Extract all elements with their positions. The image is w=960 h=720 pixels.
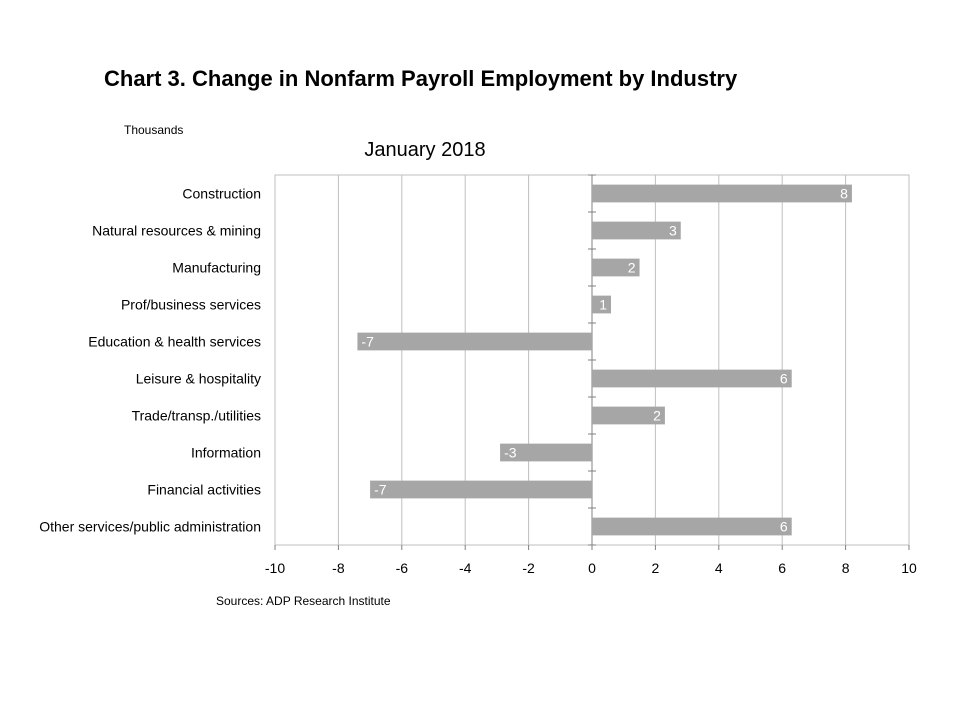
data-label: 8 [840,186,848,202]
bar [592,221,681,240]
x-tick-label: -4 [459,560,472,576]
category-label: Education & health services [88,334,261,350]
bar [592,295,612,314]
category-label: Construction [182,186,261,202]
x-tick-label: -6 [396,560,409,576]
x-tick-label: 0 [588,560,596,576]
chart-subtitle: January 2018 [364,139,485,161]
category-label: Manufacturing [172,260,261,276]
data-label: -3 [504,445,517,461]
data-label: 2 [653,408,661,424]
category-label: Prof/business services [121,297,261,313]
bar [592,258,640,277]
data-label: 6 [780,519,788,535]
bar [592,184,852,203]
bar [592,406,665,425]
chart-title: Chart 3. Change in Nonfarm Payroll Emplo… [104,66,738,91]
x-tick-label: 4 [715,560,723,576]
data-label: 2 [628,260,636,276]
category-label: Information [191,445,261,461]
category-label: Leisure & hospitality [136,371,261,387]
unit-label: Thousands [124,123,183,137]
bar [592,517,792,536]
data-label: -7 [361,334,374,350]
bar [357,332,592,351]
category-label: Financial activities [147,482,261,498]
x-tick-label: 8 [842,560,850,576]
bar [370,480,592,499]
data-label: 6 [780,371,788,387]
category-label: Trade/transp./utilities [132,408,261,424]
data-label: 1 [599,297,607,313]
bar [592,369,792,388]
category-label: Natural resources & mining [92,223,261,239]
x-tick-label: 2 [652,560,660,576]
x-tick-label: -2 [522,560,535,576]
x-tick-label: 10 [901,560,917,576]
bar [500,443,592,462]
data-label: -7 [374,482,387,498]
plot-area: -10 -8 -6 -4 -2 0 2 4 6 8 10 8 Construction 3 Natural … [39,174,917,576]
source-note: Sources: ADP Research Institute [216,594,391,608]
x-tick-label: 6 [778,560,786,576]
x-tick-label: -10 [265,560,285,576]
x-tick-label: -8 [332,560,345,576]
data-label: 3 [669,223,677,239]
category-label: Other services/public administration [39,519,261,535]
